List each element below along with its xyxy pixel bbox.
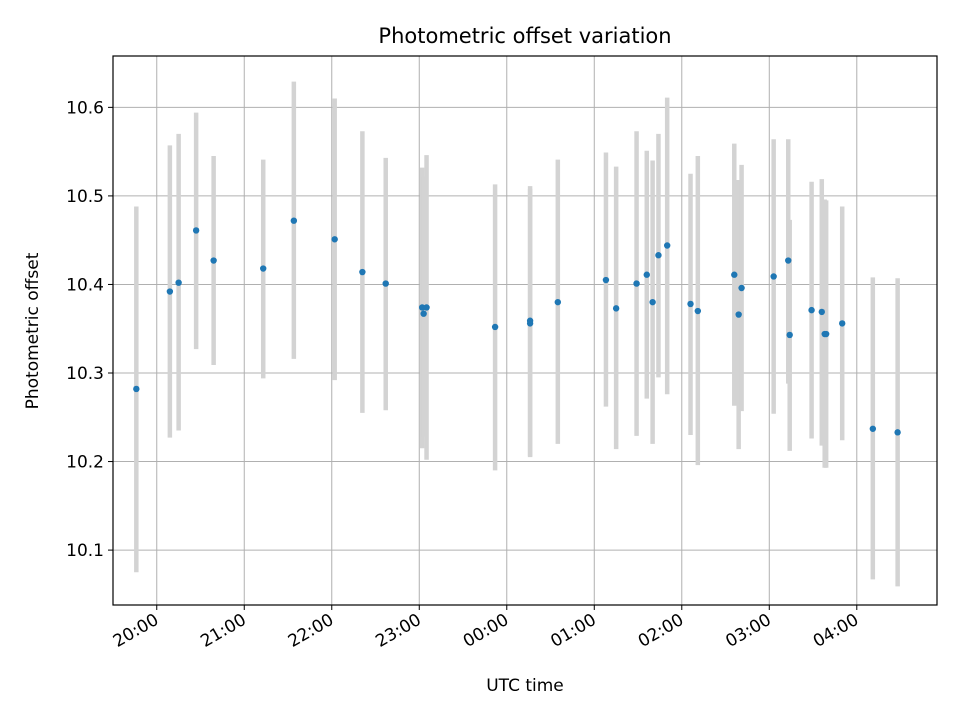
data-point [633, 280, 640, 287]
data-point [175, 279, 182, 286]
data-point [786, 331, 793, 339]
data-point [735, 311, 742, 318]
grid-lines [113, 56, 937, 605]
data-point [738, 284, 745, 292]
data-point [818, 308, 825, 316]
data-point [554, 298, 562, 306]
data-point [382, 280, 389, 287]
data-point [643, 271, 650, 278]
data-point [822, 330, 830, 338]
data-point [785, 257, 792, 264]
chart-title: Photometric offset variation [378, 24, 671, 48]
data-point [894, 429, 901, 436]
data-point [663, 242, 671, 249]
data-point [612, 305, 620, 312]
data-point [166, 288, 174, 295]
data-point [526, 320, 534, 327]
data-point [839, 320, 846, 327]
data-point [731, 271, 738, 278]
data-point [192, 227, 200, 234]
data-point [770, 273, 777, 280]
data-point [808, 306, 815, 314]
data-point [694, 307, 702, 315]
data-point [423, 304, 430, 311]
y-axis-label: Photometric offset [23, 252, 43, 409]
data-point [869, 425, 877, 432]
data-point [491, 323, 499, 331]
data-point [687, 300, 694, 308]
y-tick-label: 10.5 [66, 187, 104, 207]
data-point [649, 298, 656, 306]
data-point [655, 252, 662, 259]
data-points [133, 217, 901, 436]
data-point [290, 217, 298, 224]
y-tick-label: 10.3 [66, 364, 104, 384]
data-point [260, 265, 267, 272]
x-axis-label: UTC time [486, 676, 564, 696]
y-tick-label: 10.2 [66, 453, 104, 473]
y-tick-label: 10.6 [66, 98, 104, 118]
y-tick-label: 10.4 [66, 275, 104, 295]
data-point [418, 304, 426, 311]
data-point [602, 276, 610, 284]
data-point [133, 385, 140, 393]
y-axis-ticks: 10.1 10.2 10.3 10.4 10.5 10.6 [66, 98, 113, 561]
data-point [420, 310, 427, 317]
y-tick-label: 10.1 [66, 541, 104, 561]
data-point [210, 257, 217, 264]
data-point [331, 236, 338, 243]
data-point [359, 268, 366, 276]
plot-frame [112, 55, 938, 606]
